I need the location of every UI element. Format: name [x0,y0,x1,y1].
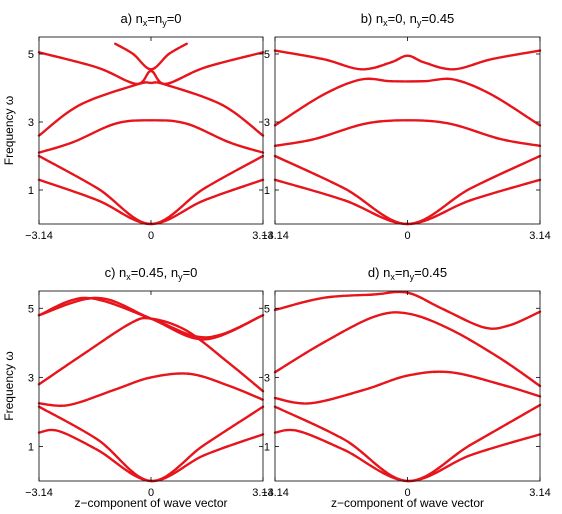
x-tick-label: 0 [404,487,410,499]
y-tick-label: 1 [28,185,34,197]
x-tick-label: 0 [404,230,410,242]
x-tick-label: −3.14 [25,487,53,499]
y-tick-label: 1 [264,441,270,453]
panel-title: b) nx=0, ny=0.45 [361,11,455,28]
y-tick-label: 1 [264,185,270,197]
y-axis-label: Frequency ω [2,96,16,165]
x-axis-label: z−component of wave vector [331,496,484,510]
x-tick-label: 0 [148,230,154,242]
panel-title: d) nx=ny=0.45 [368,265,447,282]
x-axis-label: z−component of wave vector [74,496,227,510]
series-line-5 [37,51,265,86]
y-axis-label: Frequency ω [2,351,16,420]
x-tick-label: 3.14 [529,487,550,499]
series-line-4 [273,77,542,127]
series-line-6 [114,42,188,71]
series-line-4 [37,81,265,137]
axes-frame [274,290,541,482]
x-tick-label: −3.14 [25,230,53,242]
series-line-3 [273,119,542,147]
x-tick-label: 3.14 [252,487,273,499]
axes-frame [274,36,541,225]
x-tick-label: 3.14 [252,230,273,242]
x-tick-label: 0 [148,487,154,499]
series-line-3 [273,370,542,405]
y-tick-label: 3 [264,372,270,384]
x-tick-label: −3.14 [261,487,289,499]
x-tick-label: −3.14 [261,230,289,242]
panel-2: b) nx=0, ny=0.45 1 3 5 −3.14 0 3.14 [261,11,551,242]
y-tick-label: 3 [28,117,34,129]
series-line-2 [37,405,265,483]
series-line-1 [37,178,265,226]
y-tick-label: 5 [28,303,34,315]
x-tick-label: 3.14 [529,230,550,242]
panel-title: a) nx=ny=0 [120,11,181,28]
y-tick-label: 3 [28,372,34,384]
y-tick-label: 5 [264,303,270,315]
axes-frame [38,36,264,225]
y-tick-label: 5 [264,49,270,61]
series-line-6 [37,296,265,341]
y-tick-label: 1 [28,441,34,453]
series-line-3 [37,372,265,407]
panel-1: a) nx=ny=0 1 3 5 −3.14 0 3.14 Frequency ω [2,11,274,242]
series-line-5 [273,290,542,330]
series-line-1 [273,428,542,483]
series-line-1 [37,428,265,483]
panel-3: c) nx=0.45, ny=0 1 3 5 −3.14 0 3.14 Frequency ω [2,265,274,499]
y-tick-label: 3 [264,117,270,129]
series-line-5 [273,49,542,71]
series-line-4 [37,316,265,393]
panel-title: c) nx=0.45, ny=0 [105,265,198,282]
panel-4: d) nx=ny=0.45 1 3 5 −3.14 0 3.14 [261,265,551,499]
series-line-2 [273,403,542,483]
series-line-3 [37,119,265,154]
y-tick-label: 5 [28,49,34,61]
series-line-4 [273,311,542,388]
series-line-1 [273,178,542,226]
